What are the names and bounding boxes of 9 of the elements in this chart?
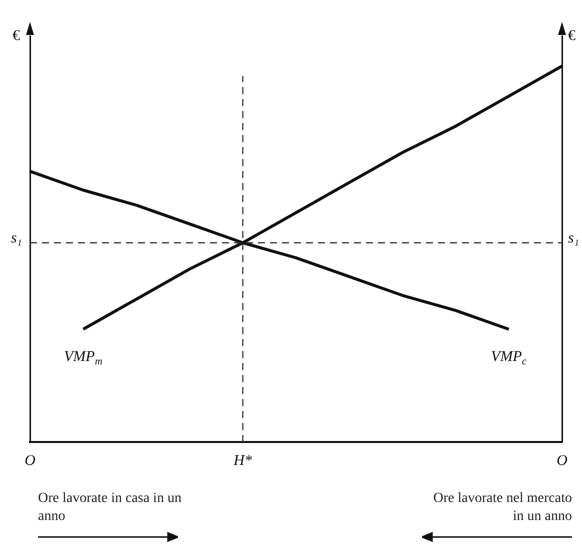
x-tick-label: O xyxy=(556,452,568,469)
text: s₁ xyxy=(10,230,22,247)
text: Ore lavorate in casa in un anno xyxy=(38,490,182,526)
y2-axis-title: € xyxy=(568,28,576,44)
ref-line-label: s₁ xyxy=(568,230,580,247)
x-tick-label: H* xyxy=(232,452,252,469)
x-tick-label: O xyxy=(24,452,36,469)
text: Ore lavorate nel mercato in un anno xyxy=(432,490,572,526)
y-axis-title: € xyxy=(12,28,20,44)
